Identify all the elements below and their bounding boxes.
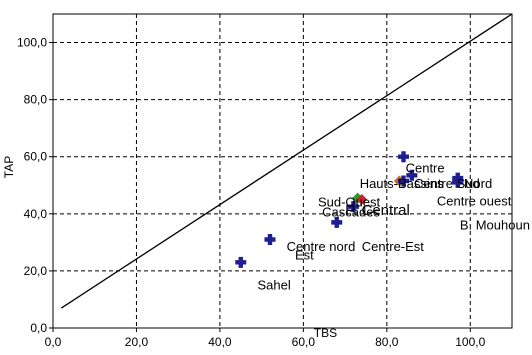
data-point [347,201,359,213]
data-point [331,216,343,228]
x-tick-label: 60,0 [292,335,316,349]
data-point [356,194,368,206]
point-label: Sud-Ouest [318,195,381,210]
point-label: Centre Sud [414,176,480,191]
data-point [406,169,418,181]
point-label: Est [295,247,314,262]
point-label: Hauts-Bassins [360,176,444,191]
diagonal-line [60,13,513,309]
data-point [235,256,247,268]
y-tick-label: 100,0 [17,36,47,50]
point-label: Cascades [322,205,380,220]
x-tick-label: 0,0 [45,335,62,349]
point-label: Centre ouest [437,193,512,208]
point-label: P. Central [345,202,410,219]
data-point [398,175,410,187]
reference-line [60,13,513,309]
data-point [452,176,464,188]
x-axis-ticks: 0,0 20,0 40,0 60,0 80,0 100,0 [45,328,486,349]
x-tick-label: 100,0 [455,335,485,349]
point-label: B. Mouhoun [460,218,530,233]
plot-frame [52,13,513,329]
y-tick-label: 80,0 [24,93,48,107]
point-label: Centre [406,160,445,175]
point-label: Centre-Est [362,239,425,254]
y-tick-label: 0,0 [30,321,47,335]
x-axis-title: TBS [314,326,337,340]
x-tick-label: 20,0 [125,335,149,349]
y-tick-label: 40,0 [24,207,48,221]
data-points [235,151,464,268]
x-tick-label: 80,0 [375,335,399,349]
y-axis-ticks: 0,0 20,0 40,0 60,0 80,0 100,0 [17,36,53,335]
y-tick-label: 60,0 [24,150,48,164]
y-axis-title: TAP [2,156,16,178]
data-point [398,151,410,163]
y-tick-label: 20,0 [24,264,48,278]
grid-lines [53,14,512,328]
x-tick-label: 40,0 [208,335,232,349]
point-label: Sahel [257,277,290,292]
point-label: Centre nord [287,239,356,254]
data-point [264,234,276,246]
point-label: Nord [464,176,492,191]
